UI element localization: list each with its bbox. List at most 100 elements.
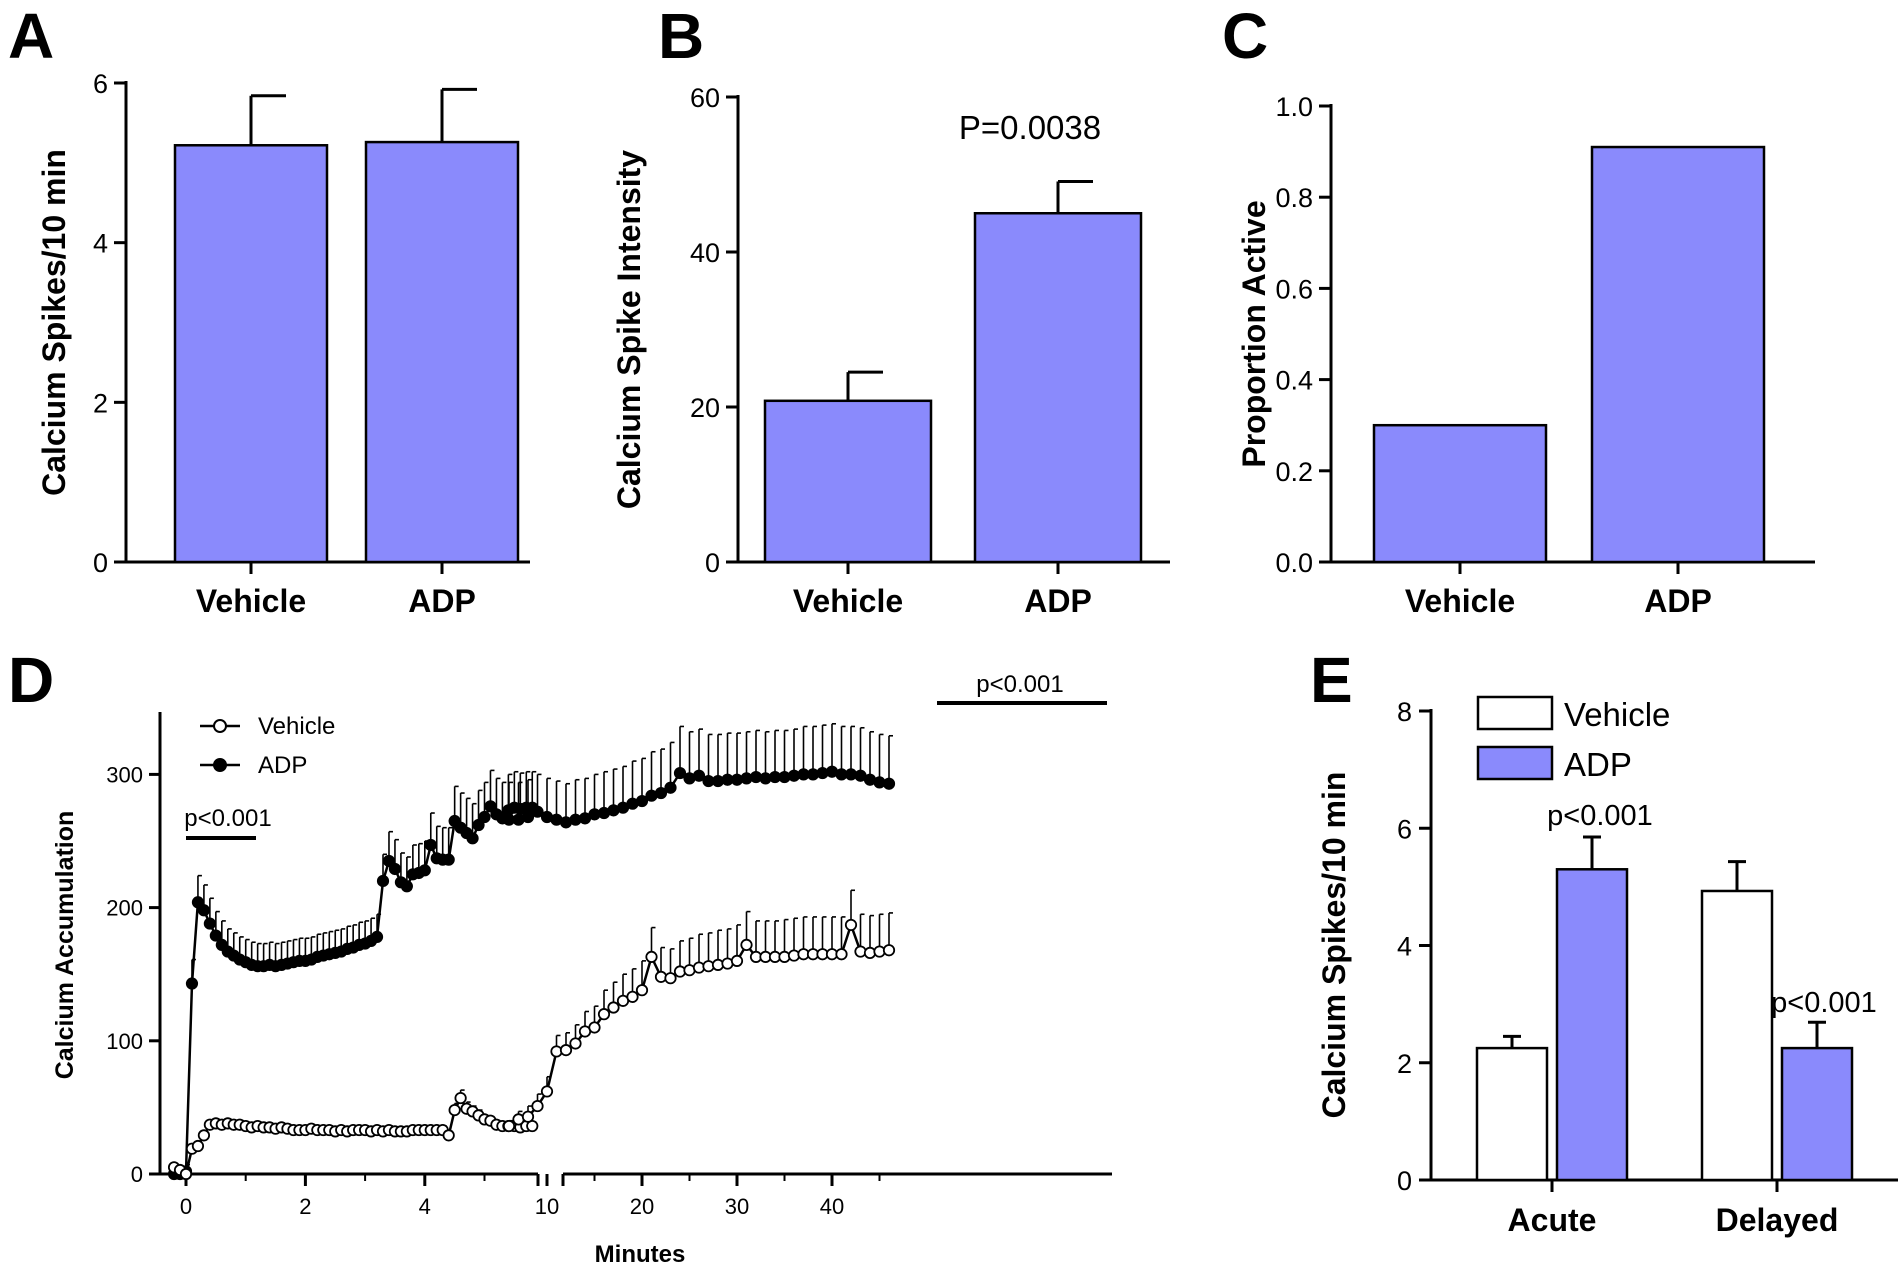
p-value-annotation: p<0.001 — [1771, 987, 1877, 1019]
bar-adp — [1590, 145, 1766, 564]
data-point — [673, 766, 687, 780]
legend-marker-filled — [213, 758, 227, 772]
x-tick-label: 2 — [299, 1194, 311, 1219]
data-point — [607, 1001, 620, 1014]
p-value-annotation: P=0.0038 — [959, 109, 1101, 146]
y-tick-label: 0.6 — [1275, 274, 1313, 304]
x-tick-label: 30 — [725, 1194, 749, 1219]
panel-b: B 0 20 40 60 Calcium Spike Intensity Vehicle AD… — [611, 0, 1170, 619]
panel-e: E 0 2 4 6 8 Calcium Spikes/10 min Acute Delayed p… — [1310, 644, 1898, 1238]
data-point — [209, 929, 222, 942]
y-tick-label: 1.0 — [1275, 92, 1313, 122]
panel-d: D 0 100 200 300 Calcium Accumulation 0 2 4 10 20 30… — [8, 644, 1112, 1268]
bar-acute-adp — [1555, 868, 1629, 1182]
panel-a: A 0 2 4 6 Calcium Spikes/10 min Vehicle ADP — [8, 0, 530, 619]
data-point — [197, 904, 211, 917]
data-point — [645, 950, 658, 963]
x-axis-label: Minutes — [595, 1241, 686, 1268]
data-point — [835, 948, 848, 961]
x-tick-label: 10 — [535, 1194, 559, 1219]
y-tick-label: 4 — [1397, 932, 1412, 962]
panel-letter: A — [8, 0, 54, 72]
data-point — [197, 1129, 211, 1142]
data-point — [521, 1110, 535, 1123]
data-point — [466, 832, 479, 845]
data-point — [191, 1139, 205, 1153]
x-tick-label: Vehicle — [1405, 583, 1515, 619]
bar-delayed-adp — [1780, 1046, 1854, 1182]
y-tick-label: 40 — [690, 238, 720, 268]
bar-vehicle — [763, 399, 933, 564]
x-tick-label: Delayed — [1716, 1202, 1839, 1238]
data-point — [418, 864, 431, 877]
x-tick-label: 40 — [820, 1194, 844, 1219]
data-point — [370, 930, 384, 944]
panel-c: C 0.0 0.2 0.4 0.6 0.8 1.0 Proportion Active Vehi… — [1222, 0, 1815, 619]
data-point — [559, 1044, 573, 1057]
legend-label: ADP — [258, 752, 307, 779]
y-axis-label: Calcium Spikes/10 min — [1316, 772, 1352, 1119]
y-tick-label: 60 — [690, 83, 720, 113]
y-tick-label: 2 — [93, 388, 108, 418]
data-point — [382, 854, 396, 868]
bar-acute-vehicle — [1475, 1046, 1549, 1182]
x-tick-label: 0 — [180, 1194, 192, 1219]
data-point — [442, 853, 455, 866]
legend-marker-open — [213, 719, 227, 733]
x-tick-label: Vehicle — [793, 583, 903, 619]
data-point — [185, 977, 199, 990]
data-point — [740, 938, 753, 951]
data-point — [664, 781, 677, 794]
y-axis-label: Calcium Accumulation — [51, 811, 79, 1080]
y-tick-label: 200 — [106, 896, 143, 921]
legend-label: Vehicle — [1564, 696, 1670, 733]
bar-vehicle — [173, 144, 329, 564]
y-tick-label: 0.0 — [1275, 548, 1313, 578]
data-point — [179, 1167, 193, 1181]
bar-delayed-vehicle — [1700, 889, 1774, 1182]
data-point — [521, 810, 535, 824]
y-tick-label: 100 — [106, 1029, 143, 1054]
panel-letter: E — [1310, 644, 1353, 716]
data-point — [454, 1091, 467, 1105]
data-point — [531, 1099, 544, 1113]
x-tick-label: Acute — [1508, 1202, 1597, 1238]
data-point — [448, 1103, 461, 1117]
x-tick-label: ADP — [408, 583, 476, 619]
y-tick-label: 0 — [705, 548, 720, 578]
y-tick-label: 0.2 — [1275, 457, 1313, 487]
y-tick-label: 0 — [1397, 1166, 1412, 1196]
data-point — [597, 1008, 611, 1021]
bar-vehicle — [1372, 423, 1548, 564]
data-point — [882, 944, 896, 957]
data-point — [484, 800, 497, 813]
y-tick-label: 4 — [93, 229, 108, 259]
y-tick-label: 6 — [1397, 814, 1412, 844]
y-tick-label: 0.8 — [1275, 183, 1313, 213]
data-point — [664, 972, 677, 985]
y-tick-label: 0 — [93, 548, 108, 578]
data-point — [203, 917, 216, 930]
x-tick-label: Vehicle — [196, 583, 306, 619]
legend-swatch-adp — [1476, 745, 1554, 781]
legend-label: ADP — [1564, 746, 1632, 783]
series-vehicle — [167, 889, 896, 1181]
data-point — [531, 805, 544, 818]
y-axis-label: Proportion Active — [1236, 200, 1272, 467]
data-point — [626, 990, 639, 1003]
y-tick-label: 0.4 — [1275, 366, 1313, 396]
data-point — [540, 1085, 554, 1098]
data-point — [424, 838, 437, 852]
data-point — [191, 896, 205, 909]
data-point — [635, 794, 649, 808]
p-value-annotation: p<0.001 — [184, 805, 271, 832]
data-point — [844, 918, 858, 932]
y-tick-label: 2 — [1397, 1049, 1412, 1079]
legend-label: Vehicle — [258, 713, 335, 740]
data-point — [692, 769, 706, 782]
y-tick-label: 300 — [106, 762, 143, 787]
series-adp — [167, 722, 896, 1181]
y-tick-label: 8 — [1397, 697, 1412, 727]
data-point — [635, 984, 649, 997]
